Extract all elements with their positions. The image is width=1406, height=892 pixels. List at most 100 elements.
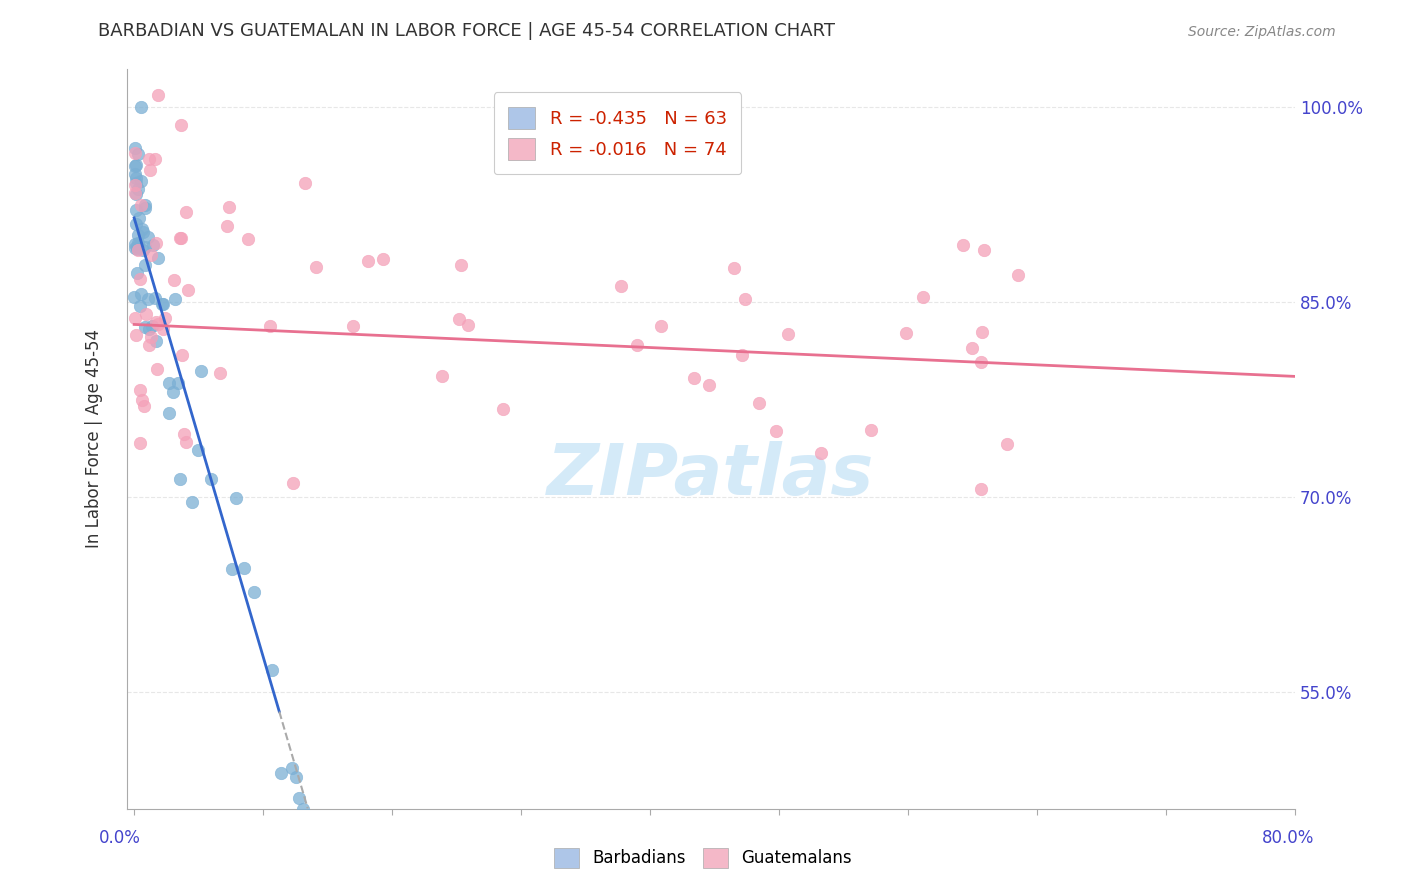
- Point: [243, 585, 266, 599]
- Point: [124, 241, 146, 255]
- Point: [129, 436, 152, 450]
- Point: [134, 399, 156, 413]
- Legend: R = -0.435   N = 63, R = -0.016   N = 74: R = -0.435 N = 63, R = -0.016 N = 74: [494, 93, 741, 174]
- Point: [129, 174, 152, 188]
- Point: [127, 182, 149, 196]
- Point: [129, 287, 152, 301]
- Point: [135, 307, 157, 321]
- Point: [127, 239, 149, 253]
- Point: [163, 292, 186, 306]
- Point: [1007, 268, 1029, 282]
- Point: [209, 367, 232, 381]
- Point: [129, 272, 152, 286]
- Point: [650, 319, 672, 334]
- Point: [125, 217, 148, 231]
- Point: [952, 237, 974, 252]
- Point: [170, 231, 193, 245]
- Point: [270, 766, 292, 780]
- Point: [138, 338, 160, 352]
- Point: [146, 317, 169, 331]
- Point: [200, 472, 222, 486]
- Point: [124, 145, 146, 160]
- Point: [134, 198, 156, 212]
- Text: ZIPatlas: ZIPatlas: [547, 442, 875, 510]
- Point: [150, 296, 173, 310]
- Point: [170, 118, 193, 132]
- Point: [145, 235, 167, 250]
- Point: [447, 312, 470, 326]
- Point: [152, 321, 174, 335]
- Point: [280, 761, 302, 775]
- Point: [124, 167, 146, 181]
- Point: [860, 423, 883, 437]
- Point: [145, 315, 167, 329]
- Legend: Barbadians, Guatemalans: Barbadians, Guatemalans: [547, 841, 859, 875]
- Point: [163, 273, 186, 287]
- Point: [626, 338, 648, 352]
- Text: Source: ZipAtlas.com: Source: ZipAtlas.com: [1188, 25, 1336, 38]
- Point: [128, 300, 150, 314]
- Point: [970, 482, 993, 496]
- Point: [157, 406, 180, 420]
- Point: [129, 101, 152, 115]
- Point: [124, 159, 146, 173]
- Point: [281, 475, 304, 490]
- Point: [131, 243, 153, 257]
- Point: [124, 178, 146, 193]
- Point: [129, 383, 152, 397]
- Point: [138, 321, 160, 335]
- Point: [492, 402, 515, 417]
- Point: [143, 291, 166, 305]
- Point: [124, 141, 146, 155]
- Point: [131, 221, 153, 235]
- Point: [896, 326, 918, 341]
- Point: [124, 310, 146, 325]
- Point: [609, 279, 631, 293]
- Point: [125, 176, 148, 190]
- Point: [960, 341, 983, 355]
- Point: [141, 319, 163, 334]
- Point: [995, 437, 1018, 451]
- Point: [125, 266, 148, 280]
- Point: [142, 237, 165, 252]
- Point: [138, 153, 160, 167]
- Point: [139, 330, 162, 344]
- Y-axis label: In Labor Force | Age 45-54: In Labor Force | Age 45-54: [86, 329, 103, 549]
- Point: [162, 385, 184, 400]
- Point: [124, 202, 146, 217]
- Point: [141, 248, 163, 262]
- Point: [357, 254, 380, 268]
- Point: [457, 318, 479, 332]
- Point: [173, 427, 195, 442]
- Point: [129, 198, 152, 212]
- Point: [174, 435, 197, 450]
- Point: [287, 791, 309, 805]
- Point: [294, 176, 316, 190]
- Point: [430, 369, 453, 384]
- Point: [124, 290, 146, 304]
- Point: [152, 297, 174, 311]
- Point: [683, 371, 706, 385]
- Point: [131, 393, 153, 408]
- Point: [221, 562, 243, 576]
- Point: [155, 310, 177, 325]
- Point: [127, 146, 149, 161]
- Point: [127, 244, 149, 258]
- Point: [136, 230, 159, 244]
- Point: [143, 153, 166, 167]
- Point: [190, 364, 212, 378]
- Point: [148, 87, 170, 102]
- Point: [697, 378, 720, 392]
- Point: [262, 663, 284, 677]
- Point: [146, 361, 169, 376]
- Point: [174, 204, 197, 219]
- Point: [125, 240, 148, 254]
- Point: [342, 319, 364, 334]
- Point: [765, 425, 787, 439]
- Point: [972, 325, 994, 339]
- Point: [169, 472, 191, 486]
- Point: [177, 283, 200, 297]
- Point: [125, 328, 148, 343]
- Point: [284, 770, 307, 784]
- Point: [134, 258, 156, 272]
